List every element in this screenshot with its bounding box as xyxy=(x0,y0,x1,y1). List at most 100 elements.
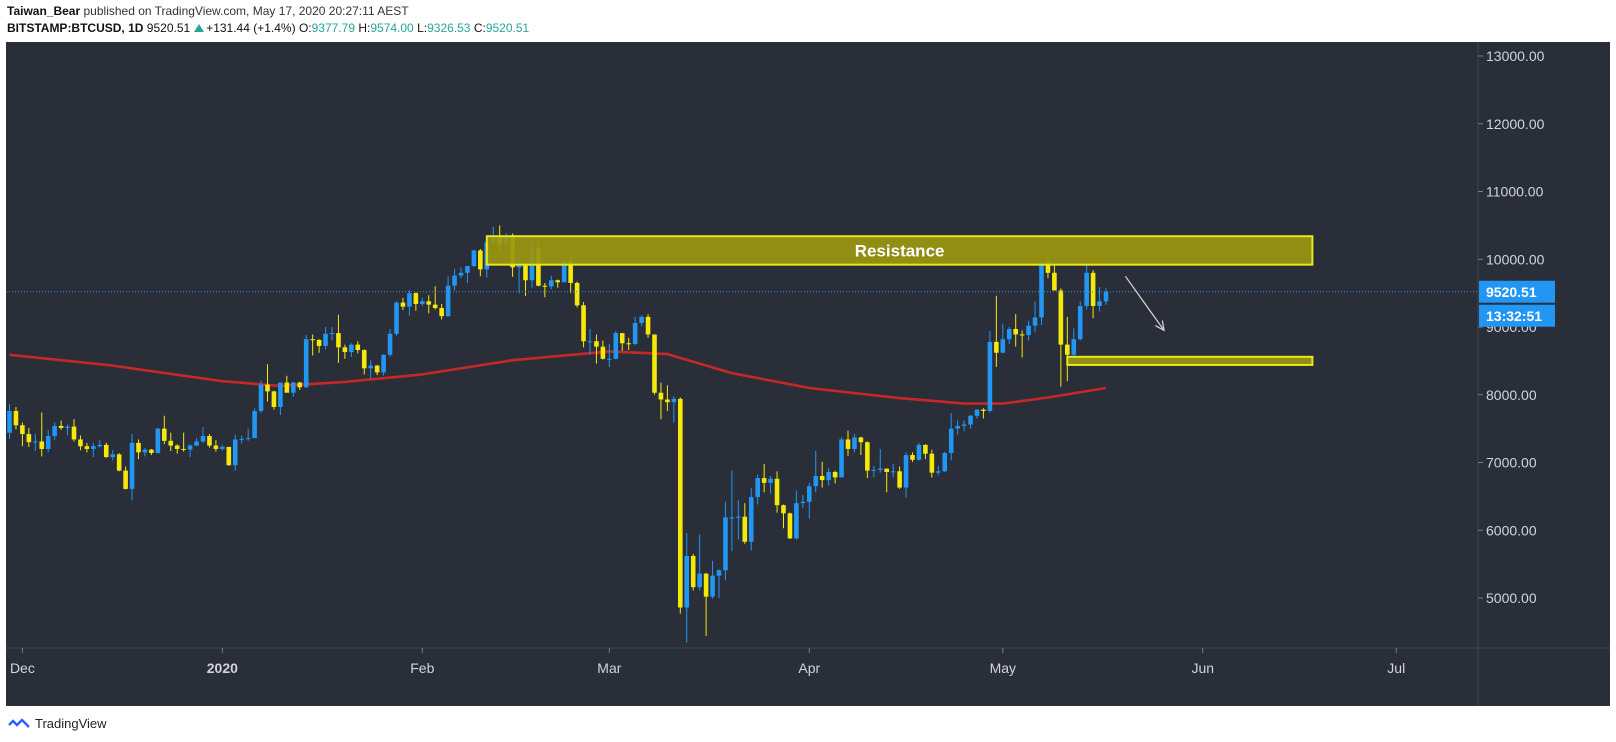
candle-body xyxy=(903,455,909,488)
price-axis: 13000.0012000.0011000.0010000.009000.008… xyxy=(1478,48,1545,606)
candle xyxy=(471,249,477,268)
candle-body xyxy=(39,441,45,449)
chart-background xyxy=(6,42,1610,706)
candle-body xyxy=(1090,272,1096,306)
candle xyxy=(929,449,935,478)
candle-body xyxy=(807,486,812,502)
candle-body xyxy=(697,573,702,588)
candle-body xyxy=(291,382,296,393)
candle-body xyxy=(445,285,451,317)
candle-body xyxy=(168,440,174,446)
candle-body xyxy=(1058,290,1064,345)
candle-body xyxy=(458,272,464,276)
candle xyxy=(7,404,12,439)
candle-body xyxy=(1071,339,1077,355)
candle xyxy=(607,343,612,367)
candle xyxy=(220,444,225,451)
candle-body xyxy=(297,382,303,388)
support-zone xyxy=(1066,355,1314,366)
candle xyxy=(839,437,844,478)
candle-body xyxy=(748,497,754,542)
candle-body xyxy=(981,409,986,412)
tradingview-footer[interactable]: TradingView xyxy=(8,716,107,731)
candle-body xyxy=(574,282,580,306)
candle xyxy=(581,301,586,348)
candle xyxy=(361,349,367,375)
candle xyxy=(394,301,399,336)
resistance-zone xyxy=(485,235,1314,266)
candle xyxy=(1103,288,1109,305)
candle-body xyxy=(716,570,722,576)
candle-body xyxy=(207,436,212,446)
candle xyxy=(1065,316,1070,382)
candle-body xyxy=(600,346,606,359)
candle xyxy=(426,295,432,314)
price-tick-label: 5000.00 xyxy=(1486,590,1537,606)
candle xyxy=(619,333,625,351)
candle-body xyxy=(826,471,831,481)
candle xyxy=(671,396,677,423)
time-tick-label: Apr xyxy=(798,660,820,676)
candle-body xyxy=(839,439,844,478)
candle xyxy=(226,446,232,466)
candle-body xyxy=(845,439,851,449)
time-tick-label: Feb xyxy=(410,660,434,676)
candle-body xyxy=(955,425,960,429)
candle-body xyxy=(561,261,567,283)
candle-body xyxy=(787,513,793,539)
candle xyxy=(1019,330,1025,358)
candle xyxy=(39,412,45,457)
candle-body xyxy=(71,426,77,440)
candle xyxy=(310,334,315,356)
candle xyxy=(58,420,64,430)
close-value: 9520.51 xyxy=(485,21,530,35)
candle-body xyxy=(432,304,438,309)
candle-body xyxy=(910,455,915,460)
candle xyxy=(129,434,135,501)
price-tick-label: 7000.00 xyxy=(1486,455,1537,471)
candle-body xyxy=(703,573,709,597)
candle xyxy=(387,329,393,357)
low-value: 9326.53 xyxy=(427,21,471,35)
candle xyxy=(52,422,57,441)
candle-body xyxy=(832,471,838,478)
candle xyxy=(400,297,406,311)
candle xyxy=(794,490,799,540)
candle xyxy=(465,266,470,283)
candle-body xyxy=(690,555,696,588)
candle-body xyxy=(26,434,32,443)
candle-body xyxy=(781,505,786,514)
candle xyxy=(600,340,606,360)
candle-body xyxy=(323,333,328,346)
candle xyxy=(97,440,103,448)
candle-body xyxy=(181,448,186,450)
candle xyxy=(374,364,380,376)
author-name[interactable]: Taiwan_Bear xyxy=(7,4,81,18)
candle-body xyxy=(652,334,657,393)
candle xyxy=(136,439,141,460)
price-chart[interactable]: Resistance 13000.00 12000.00 11000.00 10000… xyxy=(6,42,1610,706)
candle-body xyxy=(471,250,477,267)
candle xyxy=(33,434,38,451)
candle xyxy=(729,470,735,552)
candle xyxy=(761,463,767,493)
candle-body xyxy=(123,470,128,489)
price-tick-label: 6000.00 xyxy=(1486,522,1537,538)
candle xyxy=(91,442,96,458)
candle xyxy=(45,429,51,453)
candle xyxy=(968,415,973,429)
candle-body xyxy=(942,453,948,472)
candle xyxy=(684,532,690,643)
price-tick-label: 11000.00 xyxy=(1486,184,1544,200)
time-tick-label: Jun xyxy=(1191,660,1214,676)
candle-body xyxy=(1032,317,1038,326)
candle-body xyxy=(174,445,180,449)
candle-body xyxy=(329,333,335,335)
countdown-value: 13:32:51 xyxy=(1486,308,1542,324)
candle xyxy=(342,344,348,359)
candle xyxy=(407,290,412,316)
candle-body xyxy=(1052,272,1057,291)
chart-container[interactable]: Resistance 13000.00 12000.00 11000.00 10000… xyxy=(6,42,1610,706)
candle-body xyxy=(258,384,264,412)
candle-body xyxy=(516,263,522,268)
